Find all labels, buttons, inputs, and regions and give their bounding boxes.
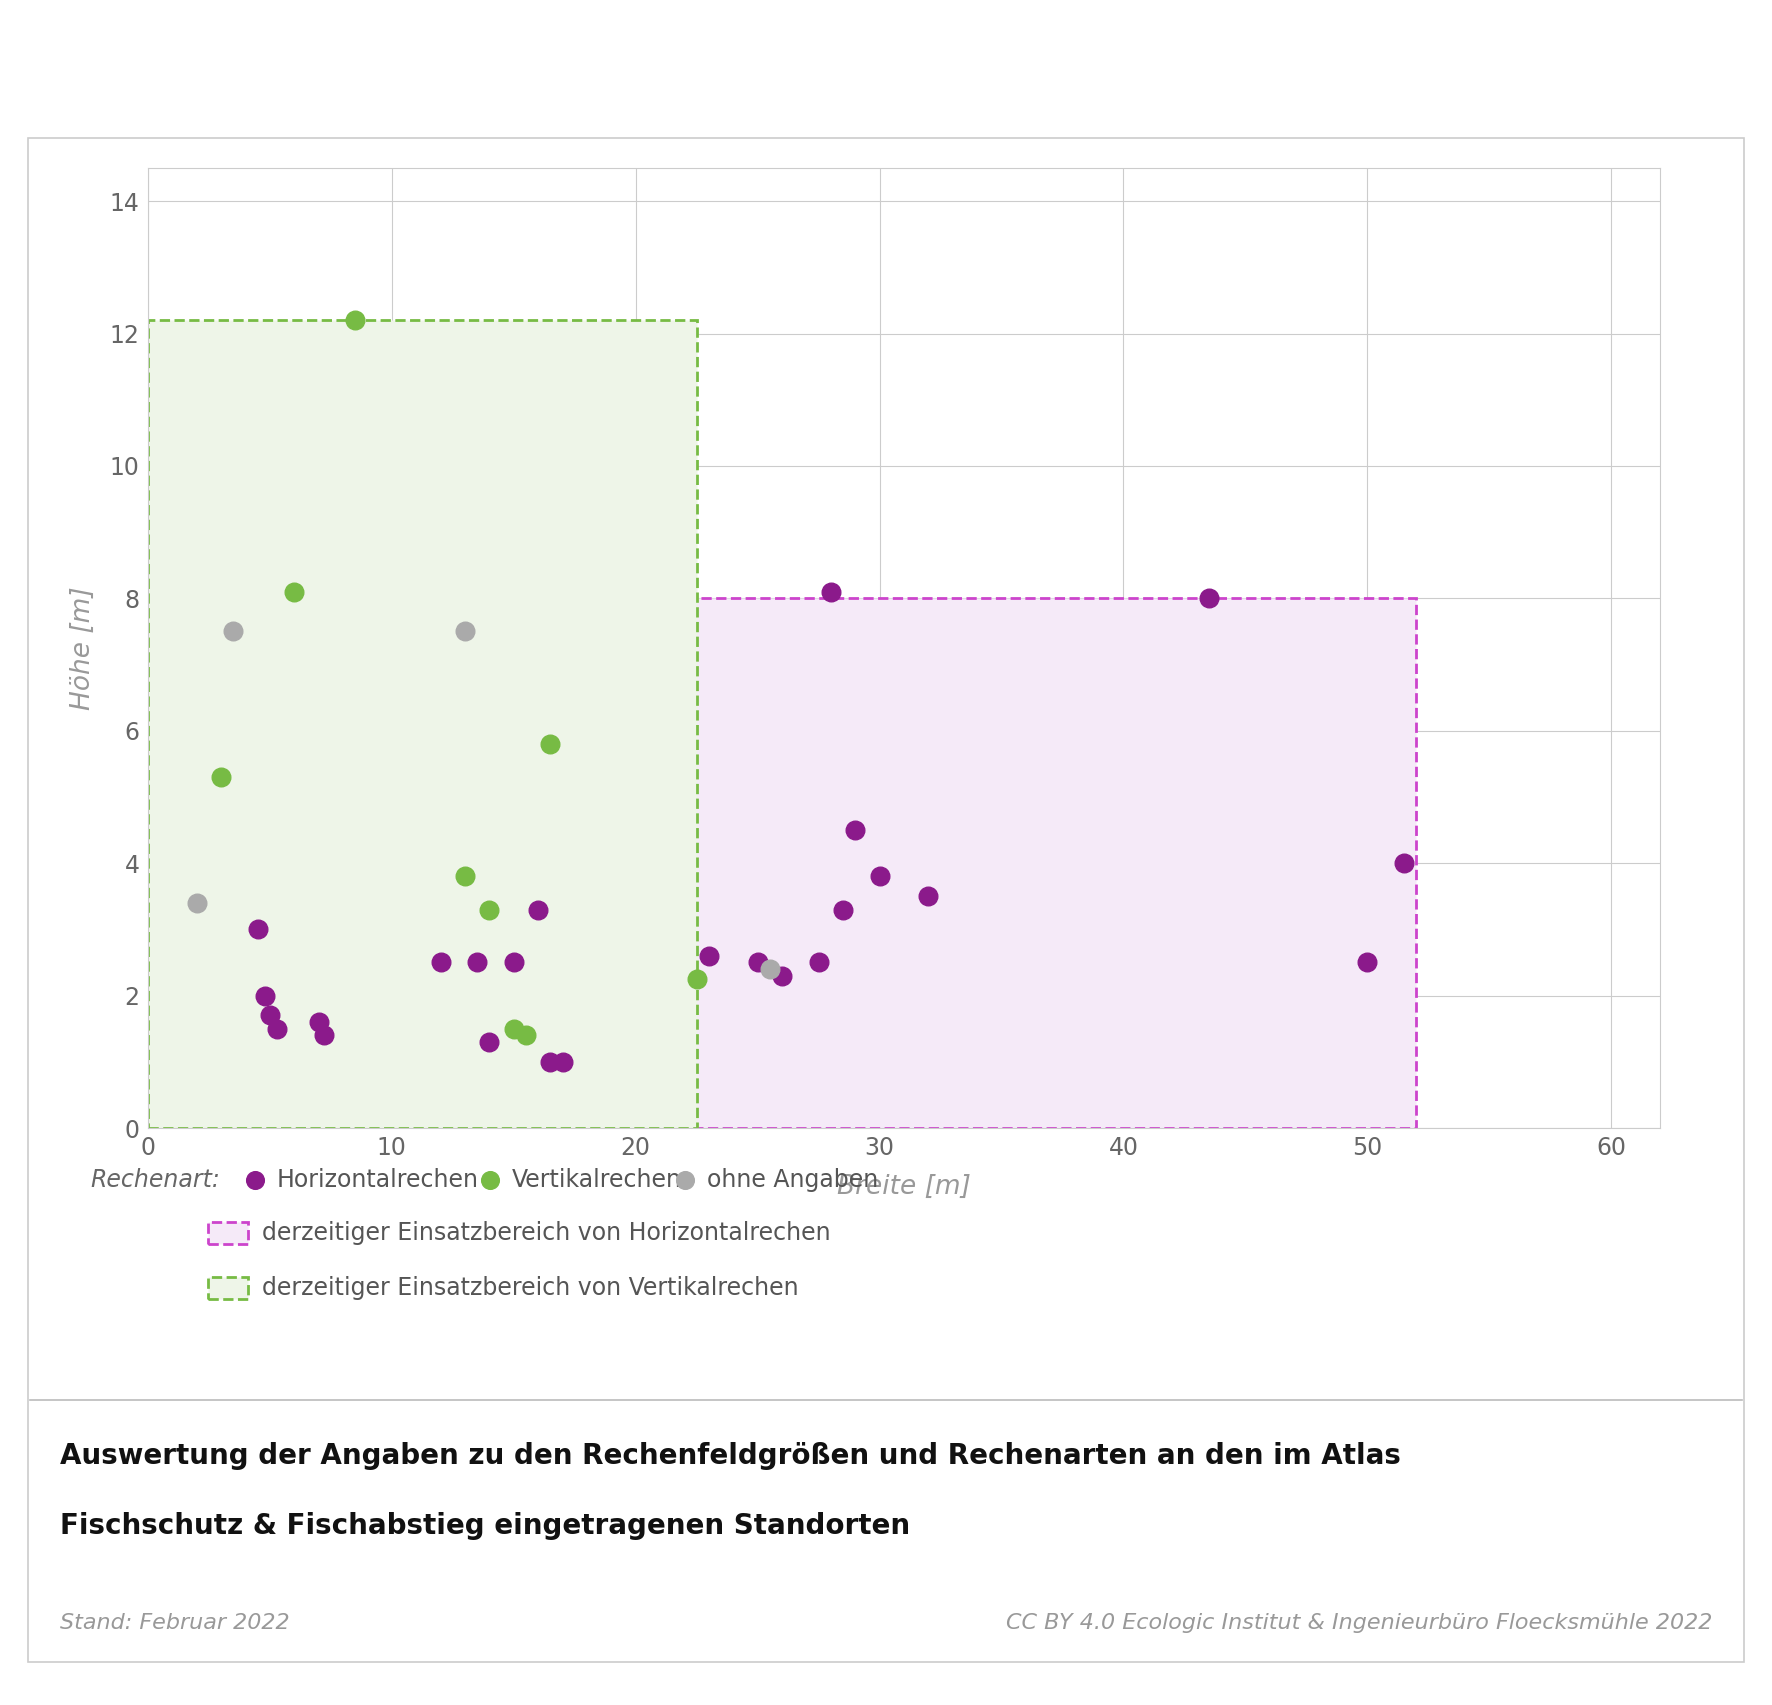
Point — [804, 950, 833, 977]
Point — [462, 950, 491, 977]
Bar — [149, 598, 1416, 1129]
Point — [220, 617, 248, 644]
Point — [450, 863, 478, 890]
Point — [252, 982, 280, 1009]
Bar — [149, 321, 696, 1129]
Point — [525, 895, 553, 922]
Text: Auswertung der Angaben zu den Rechenfeldgrößen und Rechenarten an den im Atlas: Auswertung der Angaben zu den Rechenfeld… — [60, 1442, 1402, 1470]
Point — [744, 950, 773, 977]
Point — [255, 1003, 284, 1030]
Point — [183, 890, 211, 917]
Point — [512, 1021, 540, 1049]
Point — [310, 1021, 338, 1049]
Point — [537, 730, 565, 757]
Point — [537, 1049, 565, 1076]
Bar — [28, 138, 1744, 1662]
Bar — [207, 1277, 248, 1299]
Point — [1194, 585, 1223, 612]
Point — [1389, 849, 1418, 876]
Point — [262, 1014, 291, 1042]
Point — [817, 578, 845, 605]
Bar — [207, 1222, 248, 1245]
Text: derzeitiger Einsatzbereich von Horizontalrechen: derzeitiger Einsatzbereich von Horizonta… — [262, 1221, 831, 1245]
Point — [1354, 950, 1382, 977]
Text: Fischschutz & Fischabstieg eingetragenen Standorten: Fischschutz & Fischabstieg eingetragenen… — [60, 1512, 911, 1540]
Point — [829, 895, 858, 922]
Point — [500, 1014, 528, 1042]
Point — [342, 307, 370, 334]
Point — [682, 965, 711, 992]
Text: Vertikalrechen: Vertikalrechen — [512, 1168, 682, 1192]
Point — [450, 617, 478, 644]
Point — [475, 1028, 503, 1055]
Point — [865, 863, 893, 890]
Point — [842, 817, 870, 844]
Text: Rechenart:: Rechenart: — [90, 1168, 220, 1192]
Text: derzeitiger Einsatzbereich von Vertikalrechen: derzeitiger Einsatzbereich von Vertikalr… — [262, 1275, 799, 1299]
Point — [500, 950, 528, 977]
Point — [548, 1049, 576, 1076]
Text: Rechenfeldgrößen im Atlas: Rechenfeldgrößen im Atlas — [525, 34, 1247, 80]
Point — [477, 1166, 505, 1193]
Point — [672, 1166, 700, 1193]
Point — [243, 916, 271, 943]
Point — [767, 962, 796, 989]
Point — [280, 578, 308, 605]
Point — [305, 1008, 333, 1035]
Point — [241, 1166, 269, 1193]
Text: CC BY 4.0 Ecologic Institut & Ingenieurbüro Floecksmühle 2022: CC BY 4.0 Ecologic Institut & Ingenieurb… — [1006, 1613, 1712, 1633]
Y-axis label: Höhe [m]: Höhe [m] — [69, 587, 96, 709]
Point — [755, 955, 783, 982]
Point — [207, 764, 236, 791]
Text: Stand: Februar 2022: Stand: Februar 2022 — [60, 1613, 289, 1633]
Point — [914, 883, 943, 910]
Point — [427, 950, 455, 977]
Point — [475, 895, 503, 922]
Text: ohne Angaben: ohne Angaben — [707, 1168, 879, 1192]
Text: Horizontalrechen: Horizontalrechen — [276, 1168, 478, 1192]
Point — [695, 943, 723, 970]
X-axis label: Breite [m]: Breite [m] — [836, 1175, 971, 1200]
